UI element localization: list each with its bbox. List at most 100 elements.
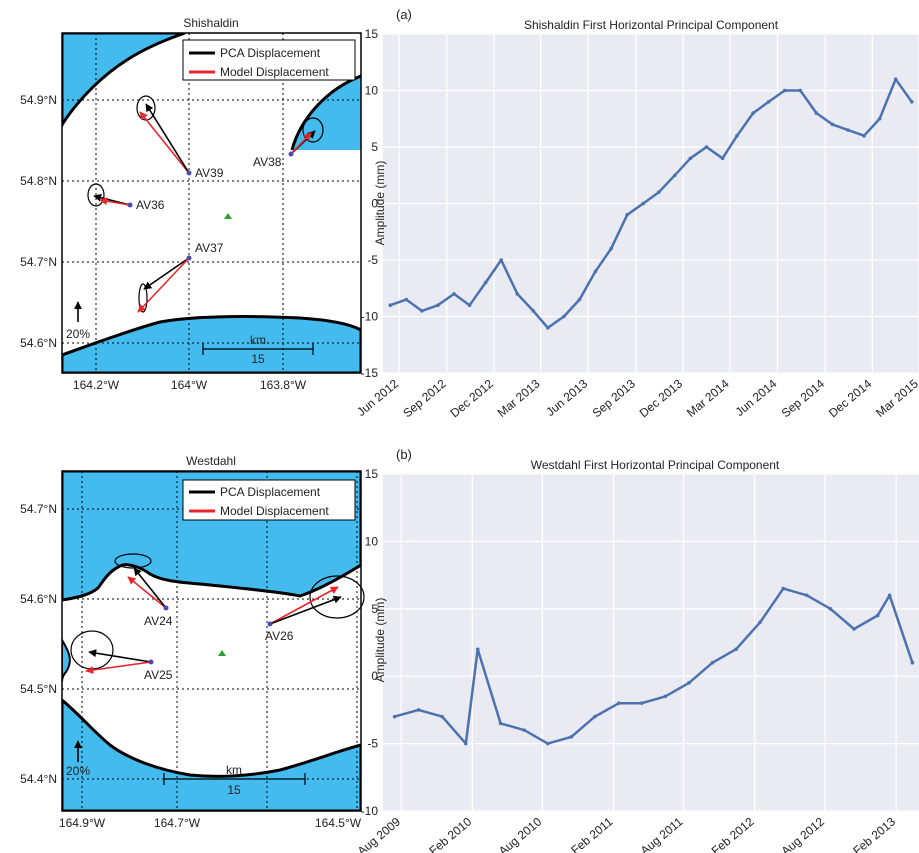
data-point — [452, 292, 456, 296]
map-title: Shishaldin — [183, 16, 238, 30]
data-point — [639, 701, 644, 705]
data-point — [875, 613, 880, 618]
displacement-vectors: AV39 AV38 AV36 AV37 — [87, 95, 324, 313]
data-point — [467, 303, 472, 308]
plot-area — [383, 474, 919, 811]
svg-text:164.5°W: 164.5°W — [315, 816, 362, 830]
lon-ticks: 164.9°W 164.7°W 164.5°W — [59, 816, 362, 830]
svg-text:164°W: 164°W — [171, 378, 208, 392]
svg-text:54.6°N: 54.6°N — [20, 592, 57, 606]
y-tick-label: -10 — [361, 310, 379, 324]
map-shishaldin: Shishaldin PCA Displacement Model Displa… — [20, 16, 362, 392]
map-westdahl: Westdahl PCA Displacement Model Displace… — [20, 454, 365, 830]
data-point — [798, 88, 803, 93]
data-point — [641, 201, 646, 206]
legend-model: Model Displacement — [220, 504, 329, 518]
x-tick-label: Mar 2014 — [684, 376, 732, 420]
data-point — [531, 309, 536, 313]
station-label: AV36 — [136, 198, 165, 212]
station-label: AV25 — [144, 668, 173, 682]
x-tick-label: Feb 2010 — [426, 814, 474, 853]
svg-text:km: km — [250, 333, 266, 347]
x-tick-label: Jun 2014 — [733, 376, 780, 419]
data-point — [766, 100, 771, 104]
data-point — [782, 88, 787, 93]
svg-text:54.7°N: 54.7°N — [20, 502, 57, 516]
data-point — [388, 303, 393, 308]
svg-text:54.7°N: 54.7°N — [20, 255, 57, 269]
x-tick-label: Dec 2013 — [637, 376, 686, 420]
svg-text:54.6°N: 54.6°N — [20, 336, 57, 350]
y-tick-label: 5 — [371, 140, 378, 154]
plot-westdahl: (b) Westdahl First Horizontal Principal … — [355, 447, 919, 853]
svg-text:15: 15 — [251, 352, 265, 366]
panel-label: (b) — [396, 447, 412, 462]
x-tick-label: Dec 2012 — [448, 376, 497, 420]
displacement-vectors: AV24 AV26 AV25 — [70, 553, 365, 682]
svg-text:163.8°W: 163.8°W — [260, 378, 307, 392]
series — [392, 586, 915, 746]
y-tick-label: 15 — [365, 27, 379, 41]
data-point — [852, 627, 856, 631]
station-label: AV38 — [253, 155, 282, 169]
data-point — [475, 647, 480, 652]
x-tick-label: Aug 2009 — [355, 814, 404, 853]
data-point — [887, 593, 892, 598]
grid — [383, 33, 919, 374]
data-point — [416, 708, 421, 712]
data-point — [710, 660, 715, 665]
grid — [383, 473, 919, 812]
x-tick-label: Sep 2014 — [779, 376, 828, 420]
ocean-south — [62, 698, 361, 811]
data-point — [463, 741, 468, 746]
reference-label: 20% — [66, 327, 90, 341]
data-point — [862, 133, 866, 138]
y-tick-label: 10 — [365, 84, 379, 98]
data-point — [687, 681, 691, 685]
x-tick-label: Feb 2012 — [709, 814, 757, 853]
y-ticks: 15 10 5 0 -5 -10 -15 — [361, 27, 379, 380]
station-label: AV39 — [195, 166, 224, 180]
station-marker — [186, 170, 192, 176]
data-point — [625, 213, 629, 217]
data-point — [404, 297, 409, 302]
svg-text:54.8°N: 54.8°N — [20, 174, 57, 188]
data-point — [569, 735, 574, 739]
data-point — [828, 607, 833, 611]
data-point — [909, 100, 914, 104]
x-tick-label: Mar 2013 — [495, 376, 543, 420]
x-tick-label: Jun 2013 — [543, 376, 590, 419]
chart-title: Shishaldin First Horizontal Principal Co… — [524, 18, 779, 32]
y-tick-label: 5 — [371, 602, 378, 616]
data-point — [515, 292, 520, 296]
data-point — [893, 77, 898, 81]
data-point — [910, 660, 915, 665]
data-point — [440, 714, 444, 719]
map-legend: PCA Displacement Model Displacement — [182, 479, 356, 521]
svg-text:54.5°N: 54.5°N — [20, 682, 57, 696]
map-legend: PCA Displacement Model Displacement — [182, 39, 356, 81]
legend-pca: PCA Displacement — [220, 485, 321, 499]
x-tick-label: Aug 2010 — [496, 814, 545, 853]
data-point — [545, 741, 550, 746]
data-point — [735, 133, 739, 138]
data-point — [483, 280, 488, 285]
data-point — [522, 728, 526, 732]
data-point — [688, 156, 693, 161]
x-tick-label: Mar 2015 — [873, 376, 919, 420]
data-point — [720, 156, 725, 161]
svg-text:km: km — [226, 763, 242, 777]
series-line — [389, 77, 913, 330]
lat-ticks: 54.9°N 54.8°N 54.7°N 54.6°N — [20, 93, 57, 350]
data-point — [499, 258, 503, 262]
x-tick-label: Feb 2013 — [850, 814, 898, 853]
data-point — [814, 111, 819, 115]
volcano-marker — [218, 650, 226, 656]
x-tick-label: Aug 2012 — [779, 814, 828, 853]
data-point — [805, 593, 809, 598]
x-tick-label: Sep 2013 — [590, 376, 639, 420]
y-tick-label: 0 — [371, 669, 378, 683]
data-point — [562, 314, 566, 319]
svg-text:164.7°W: 164.7°W — [154, 816, 201, 830]
y-tick-label: -5 — [367, 737, 378, 751]
